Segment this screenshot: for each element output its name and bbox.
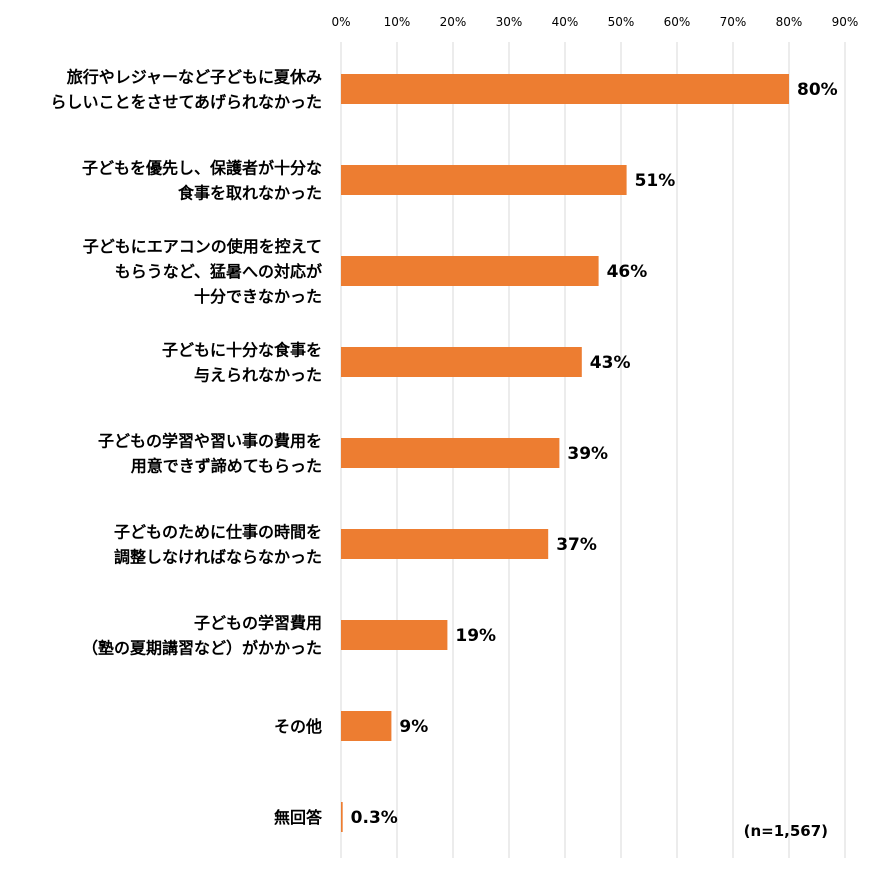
category-label: （塾の夏期講習など）がかかった	[82, 639, 322, 658]
bar	[341, 711, 392, 741]
data-label: 19%	[455, 626, 496, 646]
category-label: 十分できなかった	[194, 287, 322, 306]
x-tick-label: 0%	[331, 15, 350, 29]
x-tick-label: 50%	[608, 15, 635, 29]
bar	[341, 256, 599, 286]
x-tick-label: 40%	[552, 15, 579, 29]
data-label: 46%	[607, 262, 648, 282]
data-label: 39%	[567, 444, 608, 464]
category-label: 子どもに十分な食事を	[162, 341, 322, 360]
x-tick-label: 90%	[832, 15, 859, 29]
bar	[341, 438, 560, 468]
data-label: 80%	[797, 80, 838, 100]
data-label: 51%	[635, 171, 676, 191]
category-label: 用意できず諦めてもらった	[131, 457, 322, 476]
category-label: 子どもの学習や習い事の費用を	[98, 432, 322, 451]
category-label: らしいことをさせてあげられなかった	[50, 93, 322, 112]
category-label: 子どものために仕事の時間を	[114, 523, 322, 542]
bar	[341, 802, 343, 832]
category-label: 与えられなかった	[194, 366, 322, 385]
bar	[341, 165, 627, 195]
x-tick-label: 20%	[440, 15, 467, 29]
category-label: もらうなど、猛暑への対応が	[115, 262, 322, 281]
x-tick-label: 80%	[776, 15, 803, 29]
data-label: 37%	[556, 535, 597, 555]
category-label: 子どもの学習費用	[194, 614, 322, 633]
category-label: その他	[274, 717, 322, 736]
bar	[341, 529, 549, 559]
bar	[341, 347, 582, 377]
x-tick-label: 60%	[664, 15, 691, 29]
category-label: 調整しなければならなかった	[114, 548, 322, 567]
x-tick-label: 70%	[720, 15, 747, 29]
bar	[341, 620, 448, 650]
category-label: 食事を取れなかった	[177, 184, 322, 203]
bar	[341, 74, 789, 104]
x-tick-label: 10%	[384, 15, 411, 29]
sample-size-note: (n=1,567)	[743, 822, 828, 840]
category-label: 子どもを優先し、保護者が十分な	[82, 159, 322, 178]
data-label: 0.3%	[351, 808, 398, 828]
x-tick-label: 30%	[496, 15, 523, 29]
category-label: 旅行やレジャーなど子どもに夏休み	[67, 68, 322, 87]
data-label: 9%	[399, 717, 428, 737]
category-label: 子どもにエアコンの使用を控えて	[83, 237, 322, 256]
category-label: 無回答	[274, 808, 323, 827]
data-label: 43%	[590, 353, 631, 373]
